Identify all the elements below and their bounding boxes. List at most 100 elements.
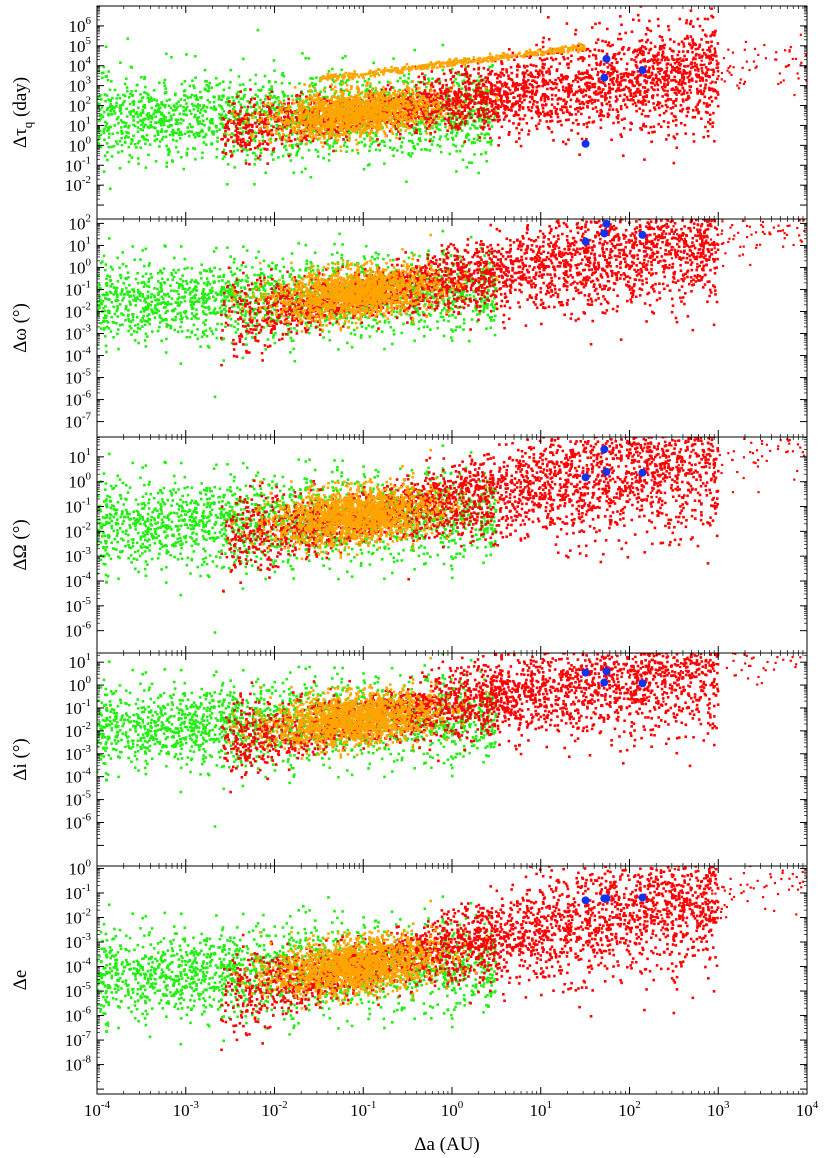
red-point <box>685 98 688 102</box>
red-point <box>467 86 471 90</box>
red-point <box>287 154 291 158</box>
green-point <box>139 119 142 122</box>
green-point <box>220 122 224 125</box>
red-point <box>334 120 337 123</box>
red-point <box>335 130 339 134</box>
red-point <box>650 140 653 144</box>
green-point <box>128 102 132 106</box>
red-point <box>568 113 572 116</box>
green-point <box>378 148 381 152</box>
red-point <box>446 119 450 122</box>
green-point <box>478 139 482 143</box>
red-point <box>258 111 261 114</box>
red-point <box>498 89 502 93</box>
red-point <box>643 86 647 89</box>
red-point <box>757 53 760 57</box>
red-point <box>461 110 464 114</box>
red-point <box>640 112 644 116</box>
red-point <box>690 66 693 70</box>
red-point <box>270 103 274 107</box>
red-point <box>269 109 273 113</box>
red-point <box>676 71 680 74</box>
green-point <box>169 106 173 110</box>
red-point <box>376 137 379 141</box>
red-point <box>701 92 705 96</box>
green-point <box>226 97 229 101</box>
red-point <box>258 154 262 158</box>
red-point <box>645 94 648 97</box>
green-point <box>421 80 424 84</box>
red-point <box>699 89 702 93</box>
red-point <box>471 105 475 109</box>
red-point <box>511 51 515 55</box>
red-point <box>468 93 472 97</box>
red-point <box>452 100 455 103</box>
green-point <box>184 94 188 98</box>
red-point <box>448 69 452 72</box>
red-point <box>522 78 525 82</box>
green-point <box>210 130 214 133</box>
red-point <box>512 96 515 99</box>
red-point <box>563 76 566 79</box>
red-point <box>732 66 735 69</box>
red-point <box>670 54 674 58</box>
red-point <box>786 64 789 68</box>
red-point <box>304 108 307 112</box>
red-point <box>569 60 573 63</box>
green-point <box>348 91 351 94</box>
red-point <box>690 62 693 66</box>
orange-point <box>352 112 355 115</box>
red-point <box>442 92 445 95</box>
red-point <box>451 81 454 84</box>
green-point <box>316 150 320 153</box>
red-point <box>622 72 625 76</box>
green-point <box>407 72 411 76</box>
red-point <box>629 92 633 96</box>
red-point <box>398 94 402 97</box>
green-point <box>254 116 257 119</box>
red-point <box>425 127 429 130</box>
green-point <box>182 113 186 116</box>
green-point <box>339 87 343 91</box>
green-point <box>464 65 468 69</box>
green-point <box>140 99 143 103</box>
red-point <box>716 42 720 45</box>
red-point <box>305 138 308 142</box>
green-point <box>448 112 451 116</box>
green-point <box>167 125 171 129</box>
red-point <box>634 104 638 108</box>
red-point <box>688 74 691 78</box>
red-point <box>289 131 292 135</box>
red-point <box>716 66 720 69</box>
green-point <box>370 142 373 146</box>
red-point <box>518 93 522 97</box>
red-point <box>541 94 544 97</box>
red-point <box>686 72 689 75</box>
red-point <box>295 118 299 121</box>
red-point <box>544 103 548 106</box>
red-point <box>582 76 586 80</box>
red-point <box>710 53 713 57</box>
green-point <box>211 121 214 125</box>
red-point <box>615 77 619 81</box>
green-point <box>130 156 134 159</box>
red-point <box>502 90 506 93</box>
green-point <box>218 116 222 120</box>
red-point <box>464 94 468 97</box>
red-point <box>603 96 607 99</box>
red-point <box>304 119 308 122</box>
red-point <box>608 63 611 67</box>
red-point <box>596 38 600 41</box>
red-point <box>648 59 651 62</box>
green-point <box>458 73 461 77</box>
green-point <box>368 149 371 153</box>
green-point <box>198 122 201 125</box>
green-point <box>298 97 302 100</box>
green-point <box>222 132 226 136</box>
red-point <box>560 80 563 84</box>
green-point <box>124 77 128 81</box>
green-point <box>177 128 180 132</box>
green-point <box>148 114 152 118</box>
red-point <box>529 75 533 78</box>
